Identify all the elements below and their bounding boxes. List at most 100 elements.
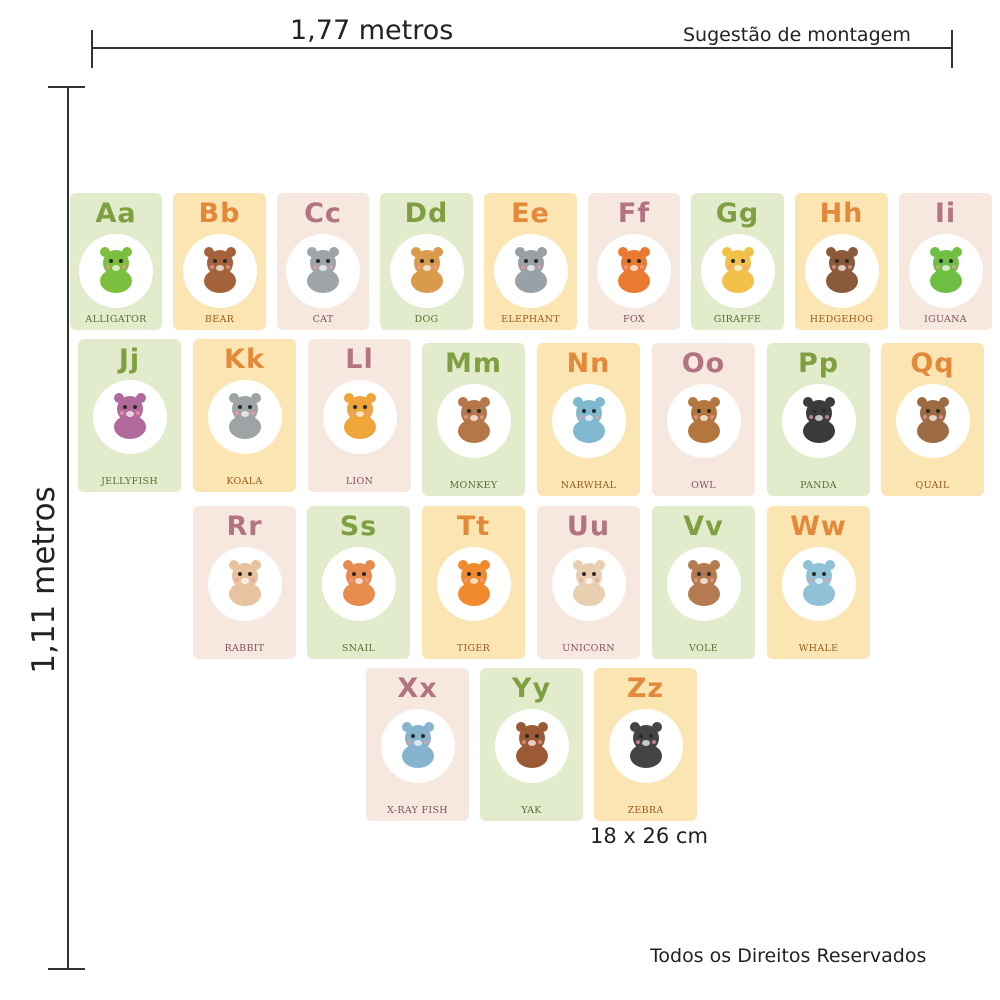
card-zebra: Zz ZEBRA <box>594 668 697 821</box>
height-dimension-tick-top <box>48 86 85 88</box>
card-illustration-circle <box>380 709 455 783</box>
card-animal-name: GIRAFFE <box>713 314 762 325</box>
card-x-ray-fish: Xx X-RAY FISH <box>366 668 469 821</box>
height-dimension-tick-bottom <box>48 968 85 970</box>
card-illustration-circle <box>286 234 360 308</box>
card-animal-name: FOX <box>623 314 645 325</box>
card-animal-name: WHALE <box>798 643 839 654</box>
copyright-notice: Todos os Direitos Reservados <box>650 945 927 967</box>
card-animal-name: RABBIT <box>224 643 265 654</box>
card-yak: Yy YAK <box>480 668 583 821</box>
card-illustration-circle <box>781 384 856 458</box>
card-animal-name: PANDA <box>800 480 837 491</box>
card-illustration-circle <box>182 234 257 308</box>
tiger-icon <box>444 552 504 616</box>
card-letters: Cc <box>304 198 342 229</box>
card-letters: Jj <box>118 344 141 375</box>
card-size-label: 18 x 26 cm <box>590 824 708 848</box>
card-letters: Aa <box>95 198 137 229</box>
width-dimension-tick-right <box>951 30 953 68</box>
card-animal-name: IGUANA <box>924 314 967 325</box>
card-owl: Oo OWL <box>652 343 755 496</box>
snail-icon <box>329 552 389 616</box>
card-illustration-circle <box>551 547 626 621</box>
jellyfish-icon <box>100 385 160 449</box>
card-letters: Rr <box>226 511 263 542</box>
width-label: 1,77 metros <box>290 15 454 46</box>
card-letters: Mm <box>444 348 502 379</box>
card-illustration-circle <box>908 234 983 308</box>
yak-icon <box>502 714 562 778</box>
height-label: 1,11 metros <box>26 486 62 674</box>
quail-icon <box>903 389 963 453</box>
panda-icon <box>789 389 849 453</box>
card-giraffe: Gg GIRAFFE <box>691 193 784 330</box>
card-illustration-circle <box>551 384 626 458</box>
card-snail: Ss SNAIL <box>307 506 410 659</box>
card-animal-name: BEAR <box>204 314 235 325</box>
card-animal-name: OWL <box>691 480 716 491</box>
card-letters: Zz <box>626 673 665 704</box>
card-hedgehog: Hh HEDGEHOG <box>795 193 888 330</box>
card-animal-name: QUAIL <box>915 480 950 491</box>
card-animal-name: X-RAY FISH <box>387 805 448 816</box>
width-dimension-tick-left <box>91 30 93 68</box>
card-illustration-circle <box>608 709 683 783</box>
card-letters: Uu <box>566 511 611 542</box>
card-animal-name: ALLIGATOR <box>85 314 147 325</box>
card-letters: Ww <box>790 511 847 542</box>
card-animal-name: MONKEY <box>449 480 498 491</box>
card-animal-name: KOALA <box>226 476 263 487</box>
card-quail: Qq QUAIL <box>881 343 984 496</box>
card-illustration-circle <box>666 384 741 458</box>
card-animal-name: ZEBRA <box>627 805 664 816</box>
card-illustration-circle <box>494 709 569 783</box>
card-illustration-circle <box>207 380 282 454</box>
card-animal-name: VOLE <box>689 643 718 654</box>
card-monkey: Mm MONKEY <box>422 343 525 496</box>
card-animal-name: YAK <box>521 805 542 816</box>
card-illustration-circle <box>436 547 511 621</box>
card-illustration-circle <box>321 547 396 621</box>
card-panda: Pp PANDA <box>767 343 870 496</box>
fox-icon <box>604 239 664 303</box>
card-illustration-circle <box>804 234 879 308</box>
card-animal-name: LION <box>345 476 374 487</box>
giraffe-icon <box>708 239 768 303</box>
card-letters: Bb <box>198 198 241 229</box>
card-illustration-circle <box>781 547 856 621</box>
card-unicorn: Uu UNICORN <box>537 506 640 659</box>
card-illustration-circle <box>436 384 511 458</box>
card-koala: Kk KOALA <box>193 339 296 492</box>
card-letters: Ff <box>617 198 651 229</box>
card-animal-name: NARWHAL <box>560 480 617 491</box>
card-elephant: Ee ELEPHANT <box>484 193 577 330</box>
card-illustration-circle <box>389 234 464 308</box>
height-dimension-line <box>67 87 69 969</box>
card-letters: Hh <box>819 198 864 229</box>
zebra-icon <box>616 714 676 778</box>
card-letters: Tt <box>456 511 491 542</box>
narwhal-icon <box>559 389 619 453</box>
card-letters: Xx <box>397 673 438 704</box>
card-letters: Pp <box>797 348 840 379</box>
card-illustration-circle <box>493 234 568 308</box>
card-tiger: Tt TIGER <box>422 506 525 659</box>
card-animal-name: UNICORN <box>562 643 615 654</box>
card-jellyfish: Jj JELLYFISH <box>78 339 181 492</box>
card-letters: Ee <box>511 198 550 229</box>
owl-icon <box>674 389 734 453</box>
card-cat: Cc CAT <box>277 193 369 330</box>
card-illustration-circle <box>79 234 153 308</box>
card-animal-name: CAT <box>312 314 334 325</box>
rabbit-icon <box>215 552 275 616</box>
card-illustration-circle <box>666 547 741 621</box>
whale-icon <box>789 552 849 616</box>
card-illustration-circle <box>597 234 671 308</box>
card-letters: Nn <box>566 348 611 379</box>
dog-icon <box>397 239 457 303</box>
cat-icon <box>293 239 353 303</box>
card-dog: Dd DOG <box>380 193 473 330</box>
card-illustration-circle <box>895 384 970 458</box>
vole-icon <box>674 552 734 616</box>
